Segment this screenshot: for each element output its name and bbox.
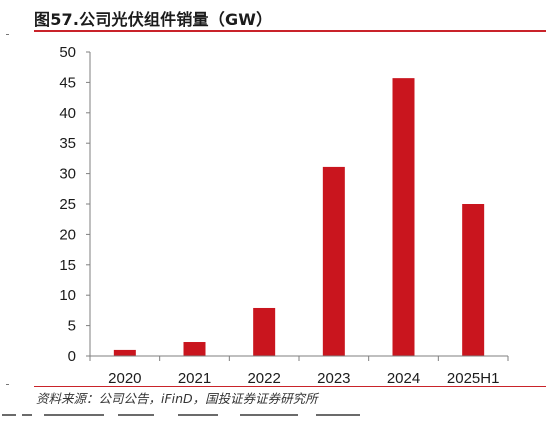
y-tick-label: 30 — [59, 166, 76, 183]
truncated-text-fragment — [118, 414, 154, 416]
x-tick-label: 2023 — [317, 370, 350, 386]
bar-2024 — [392, 78, 415, 357]
figure-title: 图57.公司光伏组件销量（GW） — [34, 10, 273, 29]
title-rule — [34, 30, 546, 32]
truncated-text-fragment — [316, 414, 360, 416]
y-tick-label: 45 — [59, 74, 76, 91]
x-tick-label: 2021 — [178, 370, 211, 386]
truncated-next-line — [0, 412, 551, 422]
y-tick-label: 5 — [68, 318, 76, 335]
truncated-text-fragment — [44, 414, 104, 416]
truncated-text-fragment — [240, 414, 298, 416]
truncated-text-fragment — [22, 414, 32, 416]
bars — [113, 78, 485, 357]
margin-mark — [6, 34, 9, 35]
x-axis: 2020 2021 2022 2023 2024 2025H1 — [89, 355, 509, 386]
source-rule — [34, 386, 546, 387]
y-tick-label: 35 — [59, 135, 76, 152]
y-tick-label: 15 — [59, 257, 76, 274]
truncated-text-fragment — [2, 414, 16, 416]
y-axis: 0 5 10 15 20 25 30 35 40 45 50 — [59, 44, 91, 365]
x-tick-label: 2020 — [108, 370, 141, 386]
y-tick-label: 0 — [68, 348, 76, 365]
y-tick-label: 25 — [59, 196, 76, 213]
x-tick-label: 2024 — [387, 370, 420, 386]
x-tick-label: 2025H1 — [447, 370, 500, 386]
y-tick-label: 40 — [59, 105, 76, 122]
bar-2025H1 — [462, 204, 485, 356]
y-tick-label: 20 — [59, 226, 76, 243]
bar-2022 — [253, 307, 276, 356]
source-note: 资料来源：公司公告，iFinD，国投证券证券研究所 — [36, 391, 318, 406]
truncated-text-fragment — [178, 414, 218, 416]
bar-2020 — [113, 349, 136, 356]
bar-2023 — [322, 166, 345, 356]
x-tick-label: 2022 — [247, 370, 280, 386]
y-tick-label: 50 — [59, 44, 76, 61]
bar-2021 — [183, 342, 206, 356]
y-tick-label: 10 — [59, 287, 76, 304]
margin-mark — [6, 384, 9, 385]
